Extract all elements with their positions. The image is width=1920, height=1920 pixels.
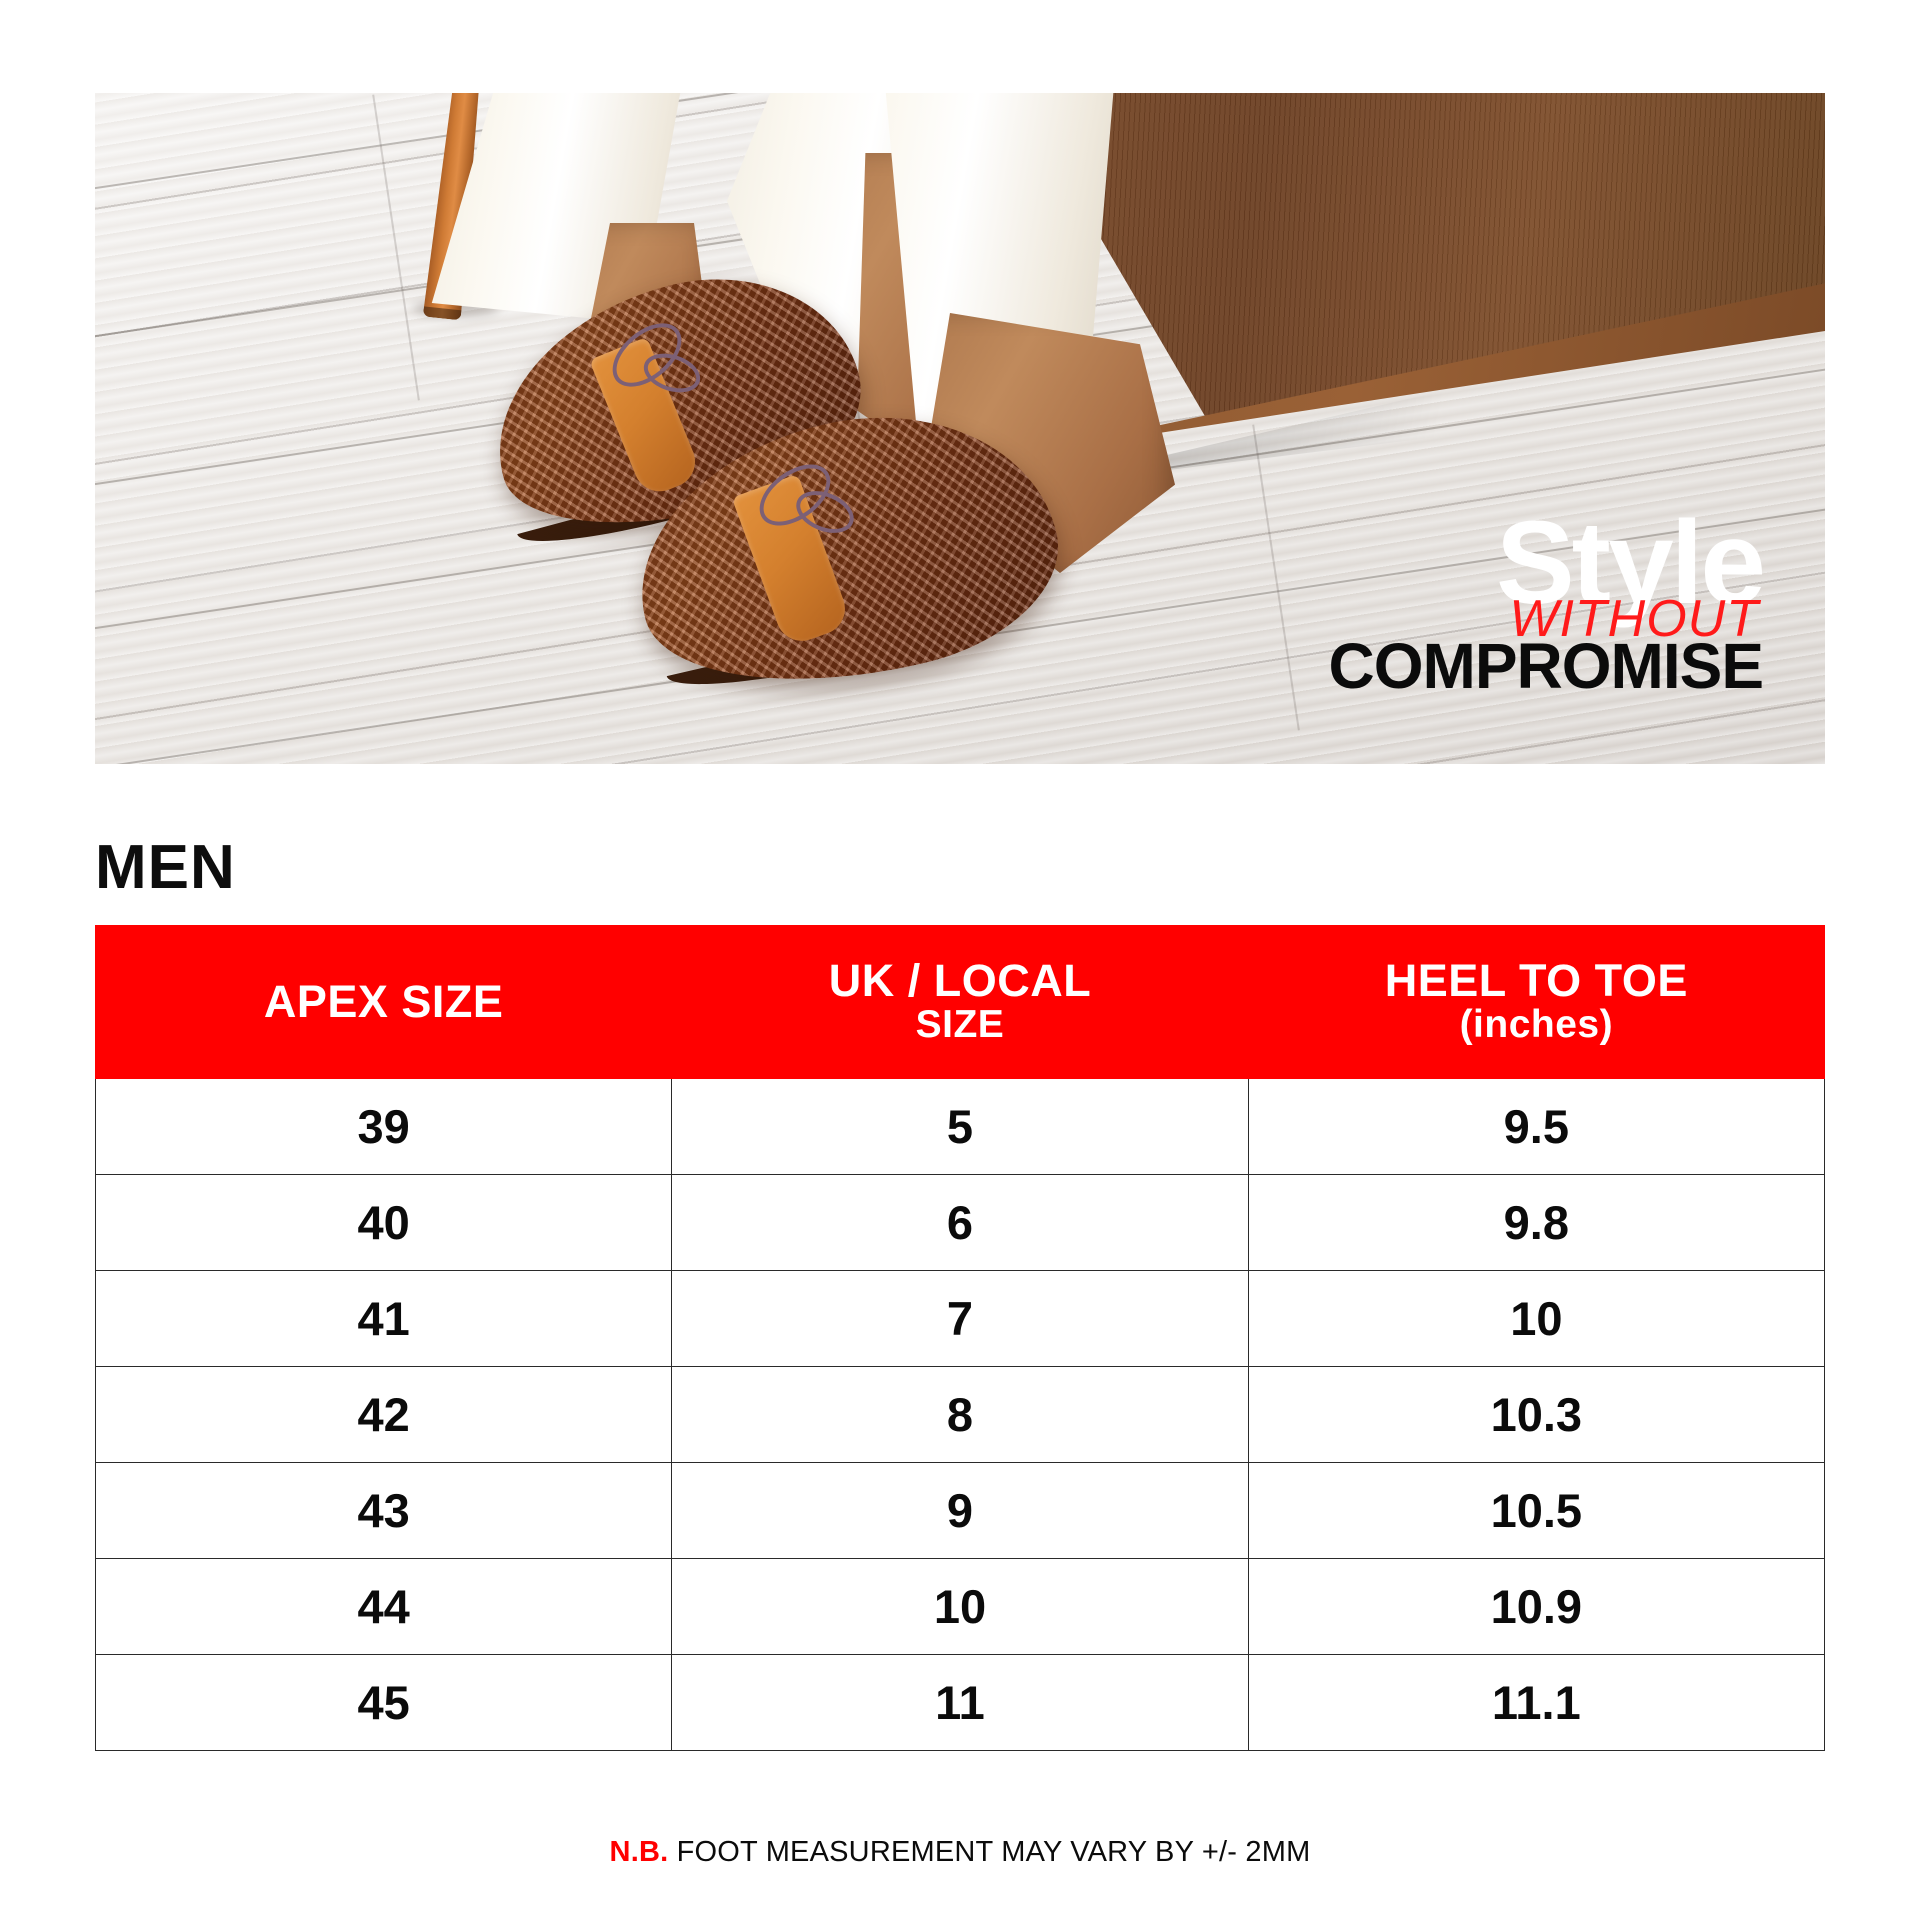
table-row: 45 11 11.1 — [94, 1654, 1826, 1751]
table-row: 43 9 10.5 — [94, 1462, 1826, 1559]
cell-uk-local-size: 10 — [671, 1558, 1249, 1655]
table-row: 44 10 10.9 — [94, 1558, 1826, 1655]
hero-photo: Style WITHOUT COMPROMISE — [95, 93, 1825, 764]
cell-uk-local-size: 6 — [671, 1174, 1249, 1271]
table-header-row: APEX SIZE UK / LOCAL SIZE HEEL TO TOE (i… — [94, 925, 1826, 1079]
section-title-men: MEN — [95, 833, 236, 902]
cell-uk-local-size: 7 — [671, 1270, 1249, 1367]
cell-apex-size: 40 — [94, 1174, 673, 1271]
cell-apex-size: 42 — [94, 1366, 673, 1463]
column-header-heel-to-toe: HEEL TO TOE (inches) — [1247, 925, 1826, 1079]
tagline-style: Style — [1495, 496, 1766, 629]
brand-tagline: Style WITHOUT COMPROMISE — [1328, 496, 1766, 702]
note-prefix: N.B. — [609, 1836, 669, 1868]
cell-apex-size: 45 — [94, 1654, 673, 1751]
column-header-label: UK / LOCAL — [828, 955, 1092, 1007]
table-row: 41 7 10 — [94, 1270, 1826, 1367]
table-row: 39 5 9.5 — [94, 1078, 1826, 1175]
table-header: APEX SIZE UK / LOCAL SIZE HEEL TO TOE (i… — [94, 925, 1826, 1079]
column-header-uk-local-size: UK / LOCAL SIZE — [671, 925, 1249, 1079]
cell-heel-to-toe: 10.5 — [1247, 1462, 1826, 1559]
cell-apex-size: 44 — [94, 1558, 673, 1655]
tagline-compromise: COMPROMISE — [1328, 630, 1764, 702]
size-chart-table: APEX SIZE UK / LOCAL SIZE HEEL TO TOE (i… — [94, 925, 1826, 1751]
column-header-sublabel: (inches) — [1459, 1003, 1614, 1047]
cell-uk-local-size: 8 — [671, 1366, 1249, 1463]
cell-heel-to-toe: 9.5 — [1247, 1078, 1826, 1175]
cell-heel-to-toe: 10 — [1247, 1270, 1826, 1367]
tagline-without: WITHOUT — [1509, 589, 1759, 648]
cell-apex-size: 39 — [94, 1078, 673, 1175]
column-header-sublabel: SIZE — [915, 1003, 1005, 1047]
cell-heel-to-toe: 11.1 — [1247, 1654, 1826, 1751]
cell-uk-local-size: 9 — [671, 1462, 1249, 1559]
table-row: 42 8 10.3 — [94, 1366, 1826, 1463]
table-row: 40 6 9.8 — [94, 1174, 1826, 1271]
column-header-label: APEX SIZE — [263, 975, 504, 1027]
column-header-apex-size: APEX SIZE — [94, 925, 673, 1079]
measurement-note: N.B. FOOT MEASUREMENT MAY VARY BY +/- 2M… — [0, 1836, 1920, 1869]
cell-apex-size: 43 — [94, 1462, 673, 1559]
cell-heel-to-toe: 10.9 — [1247, 1558, 1826, 1655]
cell-apex-size: 41 — [94, 1270, 673, 1367]
cell-heel-to-toe: 10.3 — [1247, 1366, 1826, 1463]
cell-uk-local-size: 11 — [671, 1654, 1249, 1751]
column-header-label: HEEL TO TOE — [1384, 955, 1688, 1007]
cell-uk-local-size: 5 — [671, 1078, 1249, 1175]
table-body: 39 5 9.5 40 6 9.8 41 7 10 42 8 10.3 43 9 — [94, 1078, 1826, 1751]
note-text: FOOT MEASUREMENT MAY VARY BY +/- 2MM — [676, 1836, 1311, 1868]
cell-heel-to-toe: 9.8 — [1247, 1174, 1826, 1271]
